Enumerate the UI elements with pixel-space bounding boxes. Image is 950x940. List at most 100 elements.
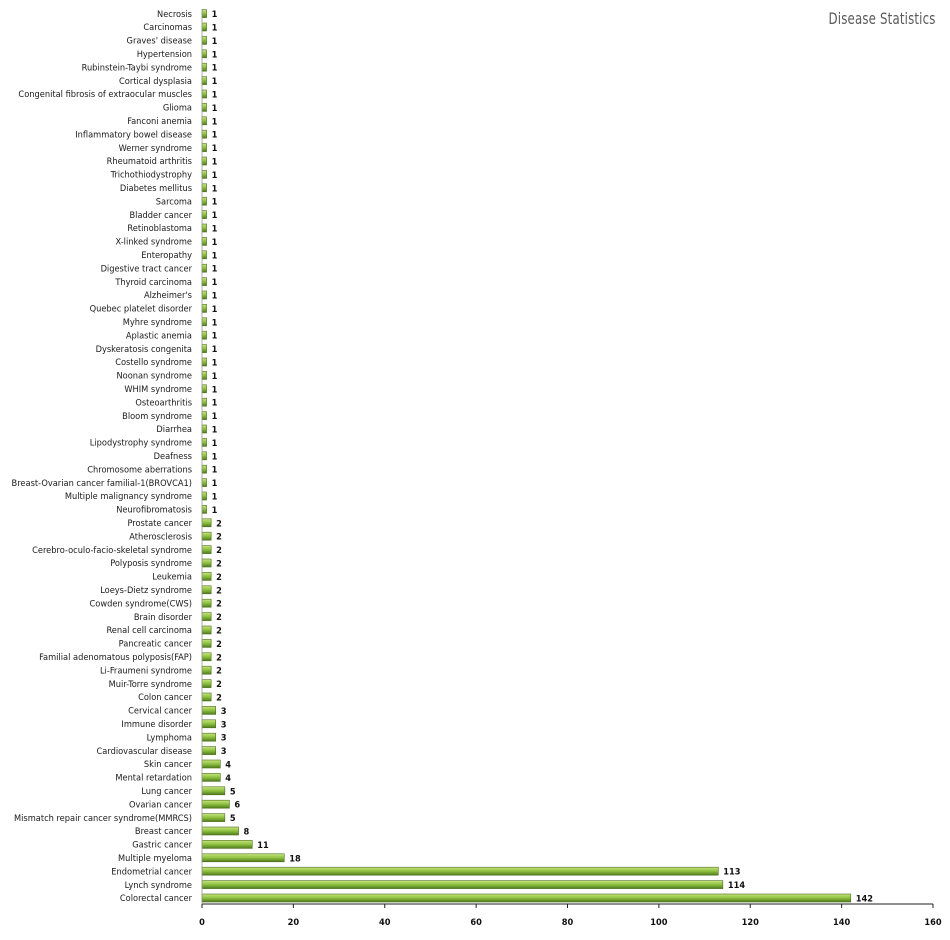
bar[interactable] bbox=[201, 518, 212, 528]
bar[interactable] bbox=[201, 773, 221, 782]
bar[interactable] bbox=[201, 786, 226, 796]
category-label: Ovarian cancer bbox=[129, 799, 193, 810]
bar[interactable] bbox=[201, 116, 207, 126]
bar[interactable] bbox=[201, 826, 239, 836]
bar[interactable] bbox=[201, 585, 212, 595]
bar[interactable] bbox=[201, 652, 212, 662]
value-label: 2 bbox=[216, 599, 222, 610]
bar[interactable] bbox=[201, 103, 207, 112]
value-label: 1 bbox=[212, 237, 218, 248]
bar[interactable] bbox=[201, 357, 207, 367]
bar[interactable] bbox=[201, 344, 207, 353]
bar[interactable] bbox=[201, 196, 207, 206]
bar[interactable] bbox=[201, 598, 212, 608]
bar[interactable] bbox=[201, 545, 212, 554]
category-label: Congenital fibrosis of extraocular muscl… bbox=[18, 89, 192, 100]
category-label: Quebec platelet disorder bbox=[90, 304, 193, 315]
bar[interactable] bbox=[201, 840, 253, 849]
category-label: Enteropathy bbox=[141, 250, 192, 261]
value-label: 1 bbox=[212, 264, 218, 275]
bar[interactable] bbox=[201, 880, 724, 889]
value-label: 1 bbox=[212, 116, 218, 127]
bar[interactable] bbox=[201, 665, 212, 675]
bar[interactable] bbox=[201, 210, 207, 219]
bar[interactable] bbox=[201, 156, 207, 166]
value-label: 1 bbox=[212, 358, 218, 369]
bar[interactable] bbox=[201, 612, 212, 621]
bar[interactable] bbox=[201, 451, 207, 461]
bar[interactable] bbox=[201, 89, 207, 99]
bar[interactable] bbox=[201, 706, 217, 715]
bar[interactable] bbox=[201, 746, 217, 755]
bar[interactable] bbox=[201, 893, 852, 903]
bar[interactable] bbox=[201, 558, 212, 568]
value-label: 1 bbox=[212, 76, 218, 87]
bar[interactable] bbox=[201, 866, 719, 876]
bar[interactable] bbox=[201, 223, 207, 233]
bar[interactable] bbox=[201, 692, 212, 702]
bar[interactable] bbox=[201, 719, 217, 729]
bar[interactable] bbox=[201, 62, 207, 72]
bar[interactable] bbox=[201, 438, 207, 447]
category-label: Trichothiodystrophy bbox=[110, 170, 192, 181]
bar[interactable] bbox=[201, 424, 207, 434]
bar[interactable] bbox=[201, 799, 230, 809]
bar[interactable] bbox=[201, 853, 285, 863]
value-label: 3 bbox=[221, 706, 227, 717]
bar[interactable] bbox=[201, 625, 212, 635]
bar[interactable] bbox=[201, 129, 207, 139]
bar[interactable] bbox=[201, 22, 207, 32]
bar[interactable] bbox=[201, 330, 207, 340]
bar[interactable] bbox=[201, 732, 217, 742]
value-label: 142 bbox=[856, 894, 874, 905]
category-label: Leukemia bbox=[152, 572, 192, 583]
bar[interactable] bbox=[201, 531, 212, 541]
bar[interactable] bbox=[201, 183, 207, 193]
bar[interactable] bbox=[201, 9, 207, 18]
x-tick-label: 20 bbox=[288, 917, 300, 928]
bar[interactable] bbox=[201, 411, 207, 420]
bar[interactable] bbox=[201, 317, 207, 327]
category-label: Familial adenomatous polyposis(FAP) bbox=[39, 652, 192, 663]
value-label: 4 bbox=[225, 773, 231, 784]
bar[interactable] bbox=[201, 304, 207, 313]
bar[interactable] bbox=[201, 491, 207, 501]
value-label: 5 bbox=[230, 813, 236, 824]
bar[interactable] bbox=[201, 679, 212, 688]
bar[interactable] bbox=[201, 143, 207, 152]
value-label: 1 bbox=[212, 224, 218, 235]
bar[interactable] bbox=[201, 36, 207, 45]
category-label: Necrosis bbox=[157, 9, 192, 20]
bar[interactable] bbox=[201, 639, 212, 648]
bar[interactable] bbox=[201, 505, 207, 514]
bar[interactable] bbox=[201, 277, 207, 286]
bar[interactable] bbox=[201, 572, 212, 581]
value-label: 1 bbox=[212, 465, 218, 476]
bar[interactable] bbox=[201, 263, 207, 273]
bar[interactable] bbox=[201, 49, 207, 59]
category-label: Graves' disease bbox=[127, 36, 192, 47]
bar[interactable] bbox=[201, 371, 207, 380]
bar[interactable] bbox=[201, 464, 207, 474]
chart-title: Disease Statistics bbox=[828, 9, 936, 28]
bar[interactable] bbox=[201, 384, 207, 394]
bar[interactable] bbox=[201, 76, 207, 85]
value-label: 1 bbox=[212, 384, 218, 395]
category-label: Immune disorder bbox=[121, 719, 192, 730]
category-label: Neurofibromatosis bbox=[116, 505, 192, 516]
bar[interactable] bbox=[201, 397, 207, 407]
bar[interactable] bbox=[201, 478, 207, 487]
value-label: 113 bbox=[723, 867, 741, 878]
bar[interactable] bbox=[201, 170, 207, 179]
value-label: 1 bbox=[212, 451, 218, 462]
category-label: Noonan syndrome bbox=[116, 371, 192, 382]
bar[interactable] bbox=[201, 759, 221, 769]
x-tick-label: 40 bbox=[379, 917, 391, 928]
bar[interactable] bbox=[201, 237, 207, 246]
value-label: 2 bbox=[216, 652, 222, 663]
bar[interactable] bbox=[201, 813, 226, 822]
bar[interactable] bbox=[201, 250, 207, 260]
value-label: 2 bbox=[216, 626, 222, 637]
value-label: 1 bbox=[212, 157, 218, 168]
bar[interactable] bbox=[201, 290, 207, 300]
